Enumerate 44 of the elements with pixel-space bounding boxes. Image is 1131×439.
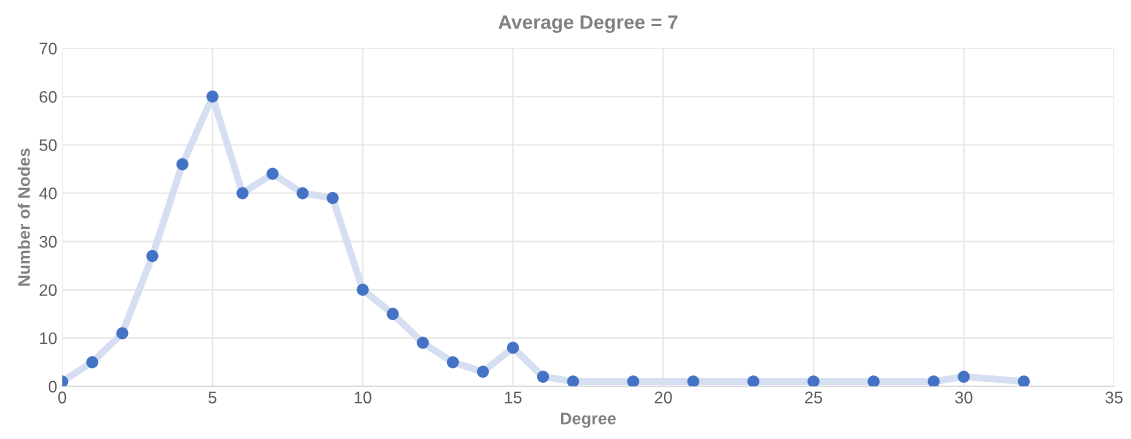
y-tick-label: 20 bbox=[39, 284, 57, 296]
chart-title: Average Degree = 7 bbox=[498, 15, 678, 33]
y-tick-label: 0 bbox=[48, 380, 57, 393]
point bbox=[296, 187, 309, 200]
y-tick-label: 60 bbox=[39, 90, 57, 103]
x-tick-label: 30 bbox=[955, 391, 973, 404]
point bbox=[86, 356, 99, 369]
point bbox=[326, 191, 339, 204]
x-axis-title: Degree bbox=[560, 412, 616, 428]
x-tick-label: 10 bbox=[354, 391, 372, 404]
x-tick-label: 5 bbox=[208, 391, 217, 404]
point bbox=[867, 375, 880, 387]
x-tick-label: 35 bbox=[1105, 391, 1123, 404]
x-tick-label: 15 bbox=[504, 391, 522, 404]
y-tick-label: 50 bbox=[39, 139, 57, 152]
y-axis-title: Number of Nodes bbox=[17, 148, 30, 286]
point bbox=[356, 283, 369, 296]
point bbox=[146, 249, 159, 262]
point bbox=[927, 375, 940, 387]
point bbox=[537, 370, 550, 383]
point bbox=[416, 336, 429, 349]
point bbox=[687, 375, 700, 387]
point bbox=[567, 375, 580, 387]
x-tick-label: 20 bbox=[654, 391, 672, 404]
point bbox=[116, 327, 129, 340]
x-tick-label: 25 bbox=[805, 391, 823, 404]
y-tick-label: 70 bbox=[39, 42, 57, 55]
point bbox=[176, 158, 189, 171]
y-tick-label: 10 bbox=[40, 332, 57, 345]
point bbox=[266, 167, 279, 180]
point bbox=[446, 356, 459, 369]
y-tick-label: 30 bbox=[39, 235, 57, 248]
x-tick-label: 0 bbox=[58, 391, 67, 404]
point bbox=[747, 375, 760, 387]
point bbox=[957, 370, 970, 383]
point bbox=[1017, 375, 1030, 387]
point bbox=[236, 187, 249, 200]
point bbox=[476, 365, 489, 378]
point bbox=[206, 90, 219, 103]
point bbox=[506, 341, 519, 354]
y-tick-label: 40 bbox=[39, 187, 57, 200]
point bbox=[627, 375, 640, 387]
point bbox=[807, 375, 820, 387]
point bbox=[386, 307, 399, 320]
